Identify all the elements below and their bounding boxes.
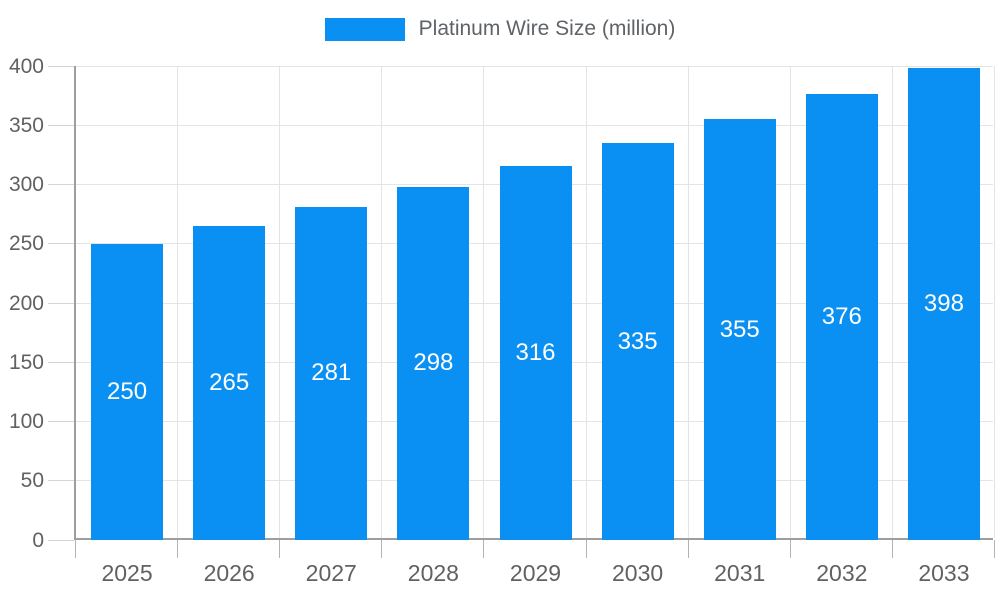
- y-axis-tick: [48, 184, 74, 185]
- bar-2033: 398: [907, 68, 980, 540]
- legend-label: Platinum Wire Size (million): [418, 17, 676, 40]
- x-gridline: [789, 66, 791, 538]
- x-axis-tick: [891, 540, 893, 558]
- y-axis-tick-label: 350: [8, 113, 44, 137]
- y-axis-tick: [48, 539, 74, 541]
- x-gridline: [994, 66, 995, 538]
- y-axis-tick: [48, 124, 74, 126]
- bar-value-label: 316: [515, 338, 556, 366]
- y-gridline: [76, 65, 993, 67]
- bar-value-label: 335: [617, 327, 658, 355]
- y-axis-tick: [48, 65, 74, 67]
- x-axis-tick: [177, 540, 179, 558]
- bar-2028: 298: [397, 186, 470, 540]
- y-axis-tick: [48, 421, 74, 422]
- bar-value-label: 398: [923, 290, 964, 318]
- bar-2027: 281: [295, 207, 368, 540]
- x-gridline: [585, 66, 587, 538]
- x-axis-category-label: 2025: [101, 560, 153, 586]
- x-axis-tick: [483, 540, 485, 558]
- x-gridline: [687, 66, 689, 538]
- x-axis-tick: [789, 540, 791, 558]
- bar-value-label: 265: [209, 368, 250, 396]
- x-axis-tick: [585, 540, 587, 558]
- y-axis-tick-label: 400: [8, 54, 44, 78]
- bar-value-label: 298: [413, 349, 454, 377]
- bar-2026: 265: [193, 225, 266, 540]
- x-axis-category-label: 2030: [612, 560, 664, 586]
- y-axis-tick: [48, 361, 74, 363]
- x-axis-category-label: 2028: [407, 560, 459, 586]
- y-axis-tick: [48, 243, 74, 245]
- x-axis-tick: [687, 540, 689, 558]
- y-axis-tick-label: 100: [8, 410, 44, 433]
- bar-value-label: 355: [719, 315, 760, 343]
- plot-area: 0 50 100 150 200 250 300 350 400 2025 250 2026 265 20…: [9, 56, 995, 586]
- x-axis-category-label: 2027: [305, 560, 357, 586]
- y-gridline: [76, 124, 993, 126]
- y-axis-tick-label: 200: [8, 291, 44, 315]
- x-gridline: [177, 66, 179, 538]
- y-axis-tick-label: 0: [32, 528, 44, 552]
- x-gridline: [891, 66, 893, 538]
- bar-2029: 316: [499, 165, 572, 540]
- x-axis-category-label: 2026: [203, 560, 255, 586]
- x-axis-tick: [75, 540, 76, 558]
- y-axis-tick: [48, 480, 74, 482]
- x-axis-category-label: 2032: [816, 560, 868, 586]
- x-axis-category-label: 2033: [918, 560, 970, 586]
- x-axis-category-label: 2031: [714, 560, 766, 586]
- x-axis-tick: [381, 540, 383, 558]
- x-gridline: [279, 66, 281, 538]
- y-axis-tick-label: 250: [8, 232, 44, 256]
- bar-value-label: 281: [311, 359, 352, 387]
- x-axis-tick: [279, 540, 281, 558]
- bar-value-label: 250: [107, 377, 148, 405]
- x-axis-category-label: 2029: [509, 560, 562, 586]
- legend-swatch: [324, 17, 405, 41]
- bar-2032: 376: [805, 94, 878, 540]
- y-axis-tick-label: 150: [8, 350, 44, 374]
- y-axis-tick: [48, 302, 74, 304]
- bar-2025: 250: [91, 243, 164, 540]
- x-axis-tick: [994, 540, 995, 558]
- y-axis-tick-label: 50: [20, 469, 44, 493]
- x-gridline: [483, 66, 485, 538]
- bar-2030: 335: [601, 143, 674, 540]
- x-gridline: [381, 66, 383, 538]
- bar-value-label: 376: [821, 303, 862, 331]
- chart-legend[interactable]: Platinum Wire Size (million): [0, 17, 1000, 41]
- y-axis-tick-label: 300: [8, 173, 44, 196]
- bar-2031: 355: [703, 119, 776, 540]
